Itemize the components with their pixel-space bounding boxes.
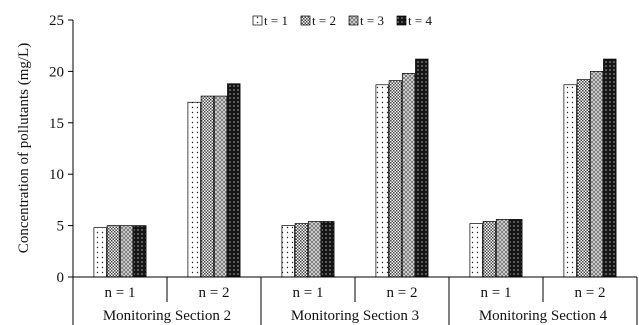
x-group-label: Monitoring Section 4 — [479, 308, 608, 324]
bar — [563, 84, 577, 278]
bar — [509, 219, 523, 278]
bar — [227, 83, 241, 278]
bar — [321, 221, 335, 278]
bar — [187, 101, 201, 278]
y-tick-label: 20 — [49, 64, 64, 80]
bar — [294, 223, 309, 278]
legend-item: t = 4 — [396, 13, 432, 28]
bar — [415, 58, 429, 278]
y-tick-label: 10 — [49, 167, 64, 183]
y-axis: 0 5 10 15 20 25 — [49, 13, 74, 286]
bar — [307, 221, 322, 278]
legend-label: t = 1 — [264, 13, 288, 28]
bar — [119, 225, 134, 278]
bar — [281, 225, 295, 278]
bar — [93, 227, 107, 278]
x-category-label: n = 2 — [575, 285, 606, 301]
legend-swatch — [396, 15, 407, 26]
y-tick-label: 5 — [57, 219, 65, 235]
bar — [375, 84, 389, 278]
x-category-label: n = 1 — [481, 285, 512, 301]
x-category-label: n = 1 — [293, 285, 324, 301]
bar — [576, 79, 591, 278]
y-tick-label: 25 — [49, 13, 64, 29]
legend-label: t = 2 — [312, 13, 336, 28]
y-tick-label: 15 — [49, 116, 64, 132]
bar — [133, 225, 147, 278]
bar — [482, 221, 497, 278]
x-axis: n = 1 n = 2 n = 1 n = 2 n = 1 n = 2 Monitoring… — [72, 276, 638, 325]
bar — [213, 95, 228, 278]
x-category-label: n = 2 — [387, 285, 418, 301]
bar — [106, 225, 121, 278]
y-tick-label: 0 — [57, 270, 65, 286]
legend-swatch — [252, 15, 263, 26]
bar — [589, 71, 604, 278]
y-axis-title: Concentration of pollutants (mg/L) — [16, 43, 32, 253]
bar — [469, 223, 483, 278]
x-group-label: Monitoring Section 2 — [103, 308, 231, 324]
x-group-label: Monitoring Section 3 — [291, 308, 419, 324]
bar — [603, 58, 617, 278]
legend-item: t = 3 — [348, 13, 384, 28]
bar — [200, 95, 215, 278]
legend-item: t = 2 — [300, 13, 336, 28]
x-category-label: n = 2 — [199, 285, 230, 301]
legend-swatch — [300, 15, 311, 26]
legend-label: t = 3 — [360, 13, 384, 28]
bar — [388, 80, 403, 278]
bar — [495, 219, 510, 278]
legend-label: t = 4 — [408, 13, 432, 28]
x-category-label: n = 1 — [105, 285, 136, 301]
legend: t = 1 t = 2 t = 3 t = 4 — [252, 13, 432, 28]
bars — [93, 58, 617, 278]
legend-swatch — [348, 15, 359, 26]
bar — [401, 73, 416, 278]
legend-item: t = 1 — [252, 13, 288, 28]
